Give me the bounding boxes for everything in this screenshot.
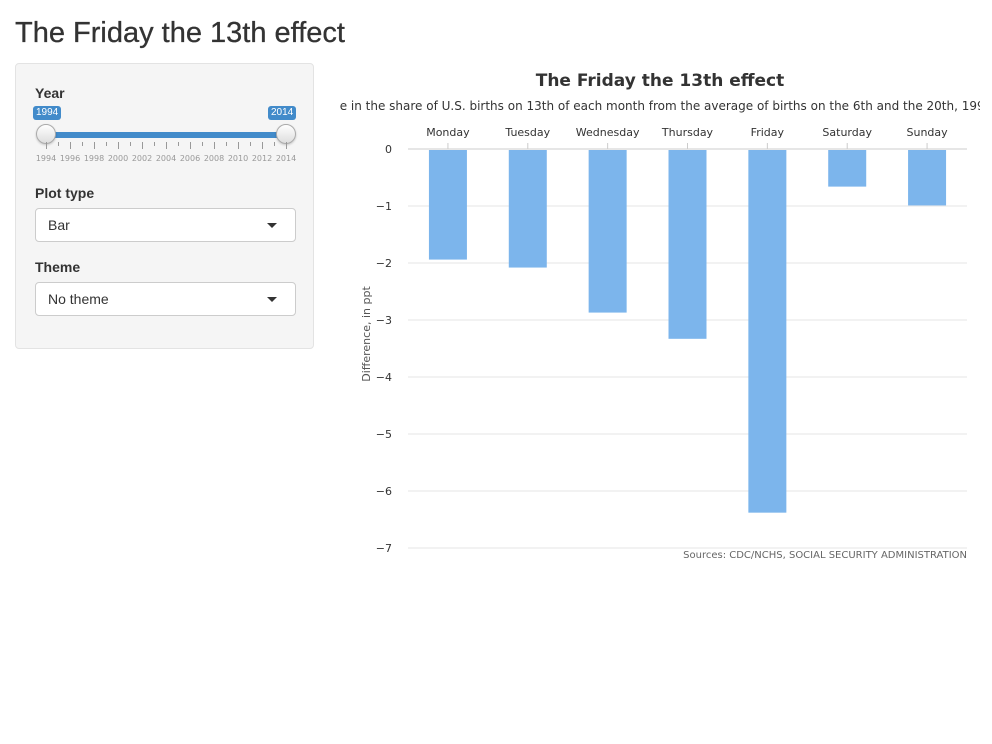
bar-thursday[interactable] xyxy=(668,150,707,339)
slider-tick xyxy=(262,142,263,149)
slider-ticks: 1994 1996 1998 2000 2002 2004 2006 2008 2010 2012… xyxy=(34,142,298,172)
bar-monday[interactable] xyxy=(428,150,467,260)
slider-selected-range[interactable] xyxy=(46,132,286,138)
slider-tick-label: 2000 xyxy=(107,154,129,163)
chart-credits: Sources: CDC/NCHS, SOCIAL SECURITY ADMIN… xyxy=(683,550,967,561)
plot-type-select[interactable]: Bar xyxy=(35,208,296,242)
slider-tick xyxy=(154,142,155,146)
y-tick-label: −1 xyxy=(376,200,392,213)
slider-tick xyxy=(190,142,191,149)
bar-wednesday[interactable] xyxy=(588,150,627,313)
y-axis-label: Difference, in ppt xyxy=(360,286,373,382)
slider-tick-label: 2004 xyxy=(155,154,177,163)
x-category-label: Tuesday xyxy=(504,126,550,139)
slider-tick xyxy=(250,142,251,146)
slider-tick-label: 2002 xyxy=(131,154,153,163)
slider-tick-label: 1996 xyxy=(59,154,81,163)
slider-tick xyxy=(58,142,59,146)
y-tick-label: −2 xyxy=(376,257,392,270)
y-tick-label: −6 xyxy=(376,485,392,498)
bar-chart: The Friday the 13th effect Difference in… xyxy=(340,64,980,564)
y-tick-label: −7 xyxy=(376,542,392,555)
slider-tick-label: 2006 xyxy=(179,154,201,163)
x-category-label: Saturday xyxy=(822,126,872,139)
y-tick-label: 0 xyxy=(385,143,392,156)
slider-tick xyxy=(130,142,131,146)
y-tick-label: −5 xyxy=(376,428,392,441)
slider-tick xyxy=(46,142,47,149)
year-to-handle[interactable] xyxy=(276,124,296,144)
year-from-handle[interactable] xyxy=(36,124,56,144)
x-category-label: Monday xyxy=(426,126,470,139)
bar-sunday[interactable] xyxy=(908,150,947,206)
slider-tick xyxy=(202,142,203,146)
slider-tick xyxy=(178,142,179,146)
slider-tick xyxy=(82,142,83,146)
theme-value: No theme xyxy=(48,291,109,307)
plot-type-value: Bar xyxy=(48,217,70,233)
y-tick-label: −4 xyxy=(376,371,392,384)
slider-tick-label: 1998 xyxy=(83,154,105,163)
year-to-bubble: 2014 xyxy=(268,106,297,120)
slider-tick xyxy=(94,142,95,149)
slider-tick-label: 1994 xyxy=(35,154,57,163)
chart-subtitle: Difference in the share of U.S. births o… xyxy=(340,99,980,113)
slider-tick xyxy=(166,142,167,149)
slider-tick xyxy=(118,142,119,149)
slider-tick-label: 2012 xyxy=(251,154,273,163)
y-tick-label: −3 xyxy=(376,314,392,327)
chart-svg: The Friday the 13th effect Difference in… xyxy=(340,71,980,561)
plot-type-label: Plot type xyxy=(35,185,95,201)
bar-tuesday[interactable] xyxy=(508,150,547,268)
slider-tick-label: 2014 xyxy=(275,154,297,163)
year-range-slider[interactable]: 1994 2014 1994 1996 1998 2000 2002 2004 2006 20… xyxy=(33,104,298,174)
chart-title: The Friday the 13th effect xyxy=(536,71,785,91)
slider-tick xyxy=(286,142,287,149)
x-category-label: Wednesday xyxy=(576,126,640,139)
bar-friday[interactable] xyxy=(748,150,787,513)
slider-tick xyxy=(214,142,215,149)
slider-tick-label: 2008 xyxy=(203,154,225,163)
slider-tick xyxy=(238,142,239,149)
slider-tick-label: 2010 xyxy=(227,154,249,163)
chevron-down-icon xyxy=(267,297,277,302)
sidebar-panel: Year 1994 2014 1994 1996 1998 2000 2002 2004 2… xyxy=(15,63,314,349)
slider-tick xyxy=(274,142,275,146)
chevron-down-icon xyxy=(267,223,277,228)
year-label: Year xyxy=(35,85,65,101)
theme-label: Theme xyxy=(35,259,81,275)
slider-tick xyxy=(142,142,143,149)
x-category-label: Thursday xyxy=(661,126,714,139)
theme-select[interactable]: No theme xyxy=(35,282,296,316)
year-from-bubble: 1994 xyxy=(33,106,62,120)
slider-tick xyxy=(70,142,71,149)
x-category-label: Sunday xyxy=(906,126,948,139)
x-category-label: Friday xyxy=(751,126,785,139)
bar-saturday[interactable] xyxy=(828,150,867,187)
slider-tick xyxy=(226,142,227,146)
page-title: The Friday the 13th effect xyxy=(15,17,345,49)
slider-tick xyxy=(106,142,107,146)
